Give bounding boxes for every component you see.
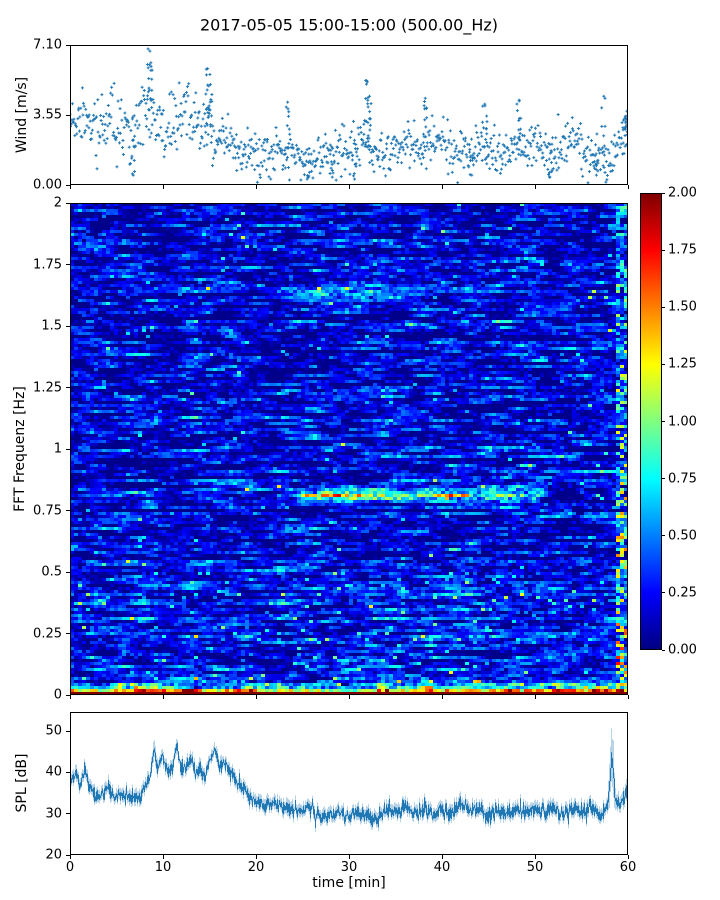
colorbar-tick-label: 1.75 — [668, 242, 697, 258]
colorbar-tick — [662, 478, 665, 480]
time-x-tick — [348, 855, 350, 859]
fft-y-tick — [66, 571, 70, 573]
time-x-tick-label: 20 — [247, 860, 265, 875]
fft-y-tick-label: 1.25 — [33, 380, 62, 395]
fft-y-tick — [66, 387, 70, 388]
spl-line-plot — [70, 712, 628, 855]
time-x-tick-label: 40 — [433, 860, 451, 875]
fft-y-axis-label: FFT Frequenz [Hz] — [12, 386, 28, 512]
spl-y-axis-label: SPL [dB] — [14, 753, 30, 813]
colorbar-tick-label: 0.50 — [668, 528, 697, 544]
time-x-tick-label: 0 — [65, 860, 75, 875]
time-x-tick-label: 30 — [340, 860, 358, 875]
colorbar-tick-label: 0.00 — [668, 642, 697, 658]
wind-y-axis-label: Wind [m/s] — [14, 76, 30, 154]
spl-y-tick — [66, 771, 70, 773]
fft-y-tick-label: 1.75 — [33, 257, 62, 272]
time-x-tick — [69, 855, 71, 859]
fft-y-tick-label: 1.5 — [41, 318, 62, 334]
wind-x-tick — [255, 185, 257, 189]
colorbar-tick-label: 0.25 — [668, 585, 697, 601]
wind-y-tick — [66, 114, 70, 116]
colorbar-tick-label: 0.75 — [668, 471, 697, 487]
colorbar-tick-label: 1.25 — [668, 356, 697, 372]
wind-x-tick — [534, 185, 536, 189]
colorbar-tick-label: 2.00 — [668, 185, 697, 201]
spl-y-tick — [66, 730, 70, 732]
wind-y-tick-label: 0.00 — [33, 177, 62, 193]
fft-y-tick-label: 2 — [53, 195, 62, 211]
spl-y-tick-label: 30 — [45, 806, 62, 822]
colorbar-tick — [662, 592, 665, 594]
colorbar-tick — [662, 192, 665, 194]
wind-y-tick — [66, 184, 70, 186]
colorbar — [640, 193, 662, 650]
colorbar-tick — [662, 249, 665, 251]
fft-x-tick — [534, 695, 536, 699]
fft-x-tick — [162, 695, 164, 699]
wind-y-tick — [66, 44, 70, 46]
colorbar-tick-label: 1.00 — [668, 414, 697, 429]
fft-y-tick-label: 0.25 — [33, 626, 62, 641]
fft-y-tick — [66, 264, 70, 265]
fft-y-tick-label: 0 — [53, 687, 62, 703]
wind-scatter-plot — [70, 45, 628, 185]
fft-y-tick — [66, 510, 70, 511]
time-x-tick — [162, 855, 164, 859]
wind-x-tick — [162, 185, 164, 189]
colorbar-tick — [662, 535, 665, 537]
spl-y-tick — [66, 854, 70, 856]
fft-y-tick — [66, 448, 70, 450]
spl-y-tick-label: 40 — [45, 764, 62, 780]
fft-x-tick — [255, 695, 257, 699]
colorbar-tick-label: 1.50 — [668, 299, 697, 315]
fft-y-tick — [66, 694, 70, 696]
time-x-tick-label: 50 — [526, 860, 544, 875]
time-x-tick-label: 60 — [619, 860, 637, 875]
fft-y-tick — [66, 633, 70, 634]
time-x-tick-label: 10 — [154, 860, 172, 875]
fft-y-tick-label: 0.75 — [33, 503, 62, 518]
fft-y-tick — [66, 202, 70, 204]
time-x-tick — [255, 855, 257, 859]
colorbar-tick — [662, 363, 665, 365]
fft-x-tick — [441, 695, 443, 699]
time-x-tick — [534, 855, 536, 859]
spl-y-tick-label: 20 — [45, 847, 62, 863]
wind-y-tick-label: 3.55 — [33, 107, 62, 123]
colorbar-tick — [662, 421, 665, 422]
fft-x-tick — [69, 695, 71, 699]
time-x-tick — [627, 855, 629, 859]
wind-x-tick — [348, 185, 350, 189]
time-x-tick — [441, 855, 443, 859]
fft-x-tick — [627, 695, 629, 699]
spl-y-tick-label: 50 — [45, 723, 62, 739]
wind-y-tick-label: 7.10 — [33, 37, 62, 53]
fft-y-tick — [66, 325, 70, 327]
colorbar-tick — [662, 306, 665, 308]
fft-y-tick-label: 1 — [53, 441, 62, 457]
wind-x-tick — [441, 185, 443, 189]
colorbar-tick — [662, 649, 665, 651]
wind-x-tick — [627, 185, 629, 189]
spectrogram-heatmap — [70, 203, 628, 695]
fft-y-tick-label: 0.5 — [41, 564, 62, 580]
time-x-axis-label: time [min] — [312, 875, 386, 891]
figure-title: 2017-05-05 15:00-15:00 (500.00_Hz) — [199, 15, 499, 35]
spl-y-tick — [66, 813, 70, 815]
wind-x-tick — [69, 185, 71, 189]
fft-x-tick — [348, 695, 350, 699]
